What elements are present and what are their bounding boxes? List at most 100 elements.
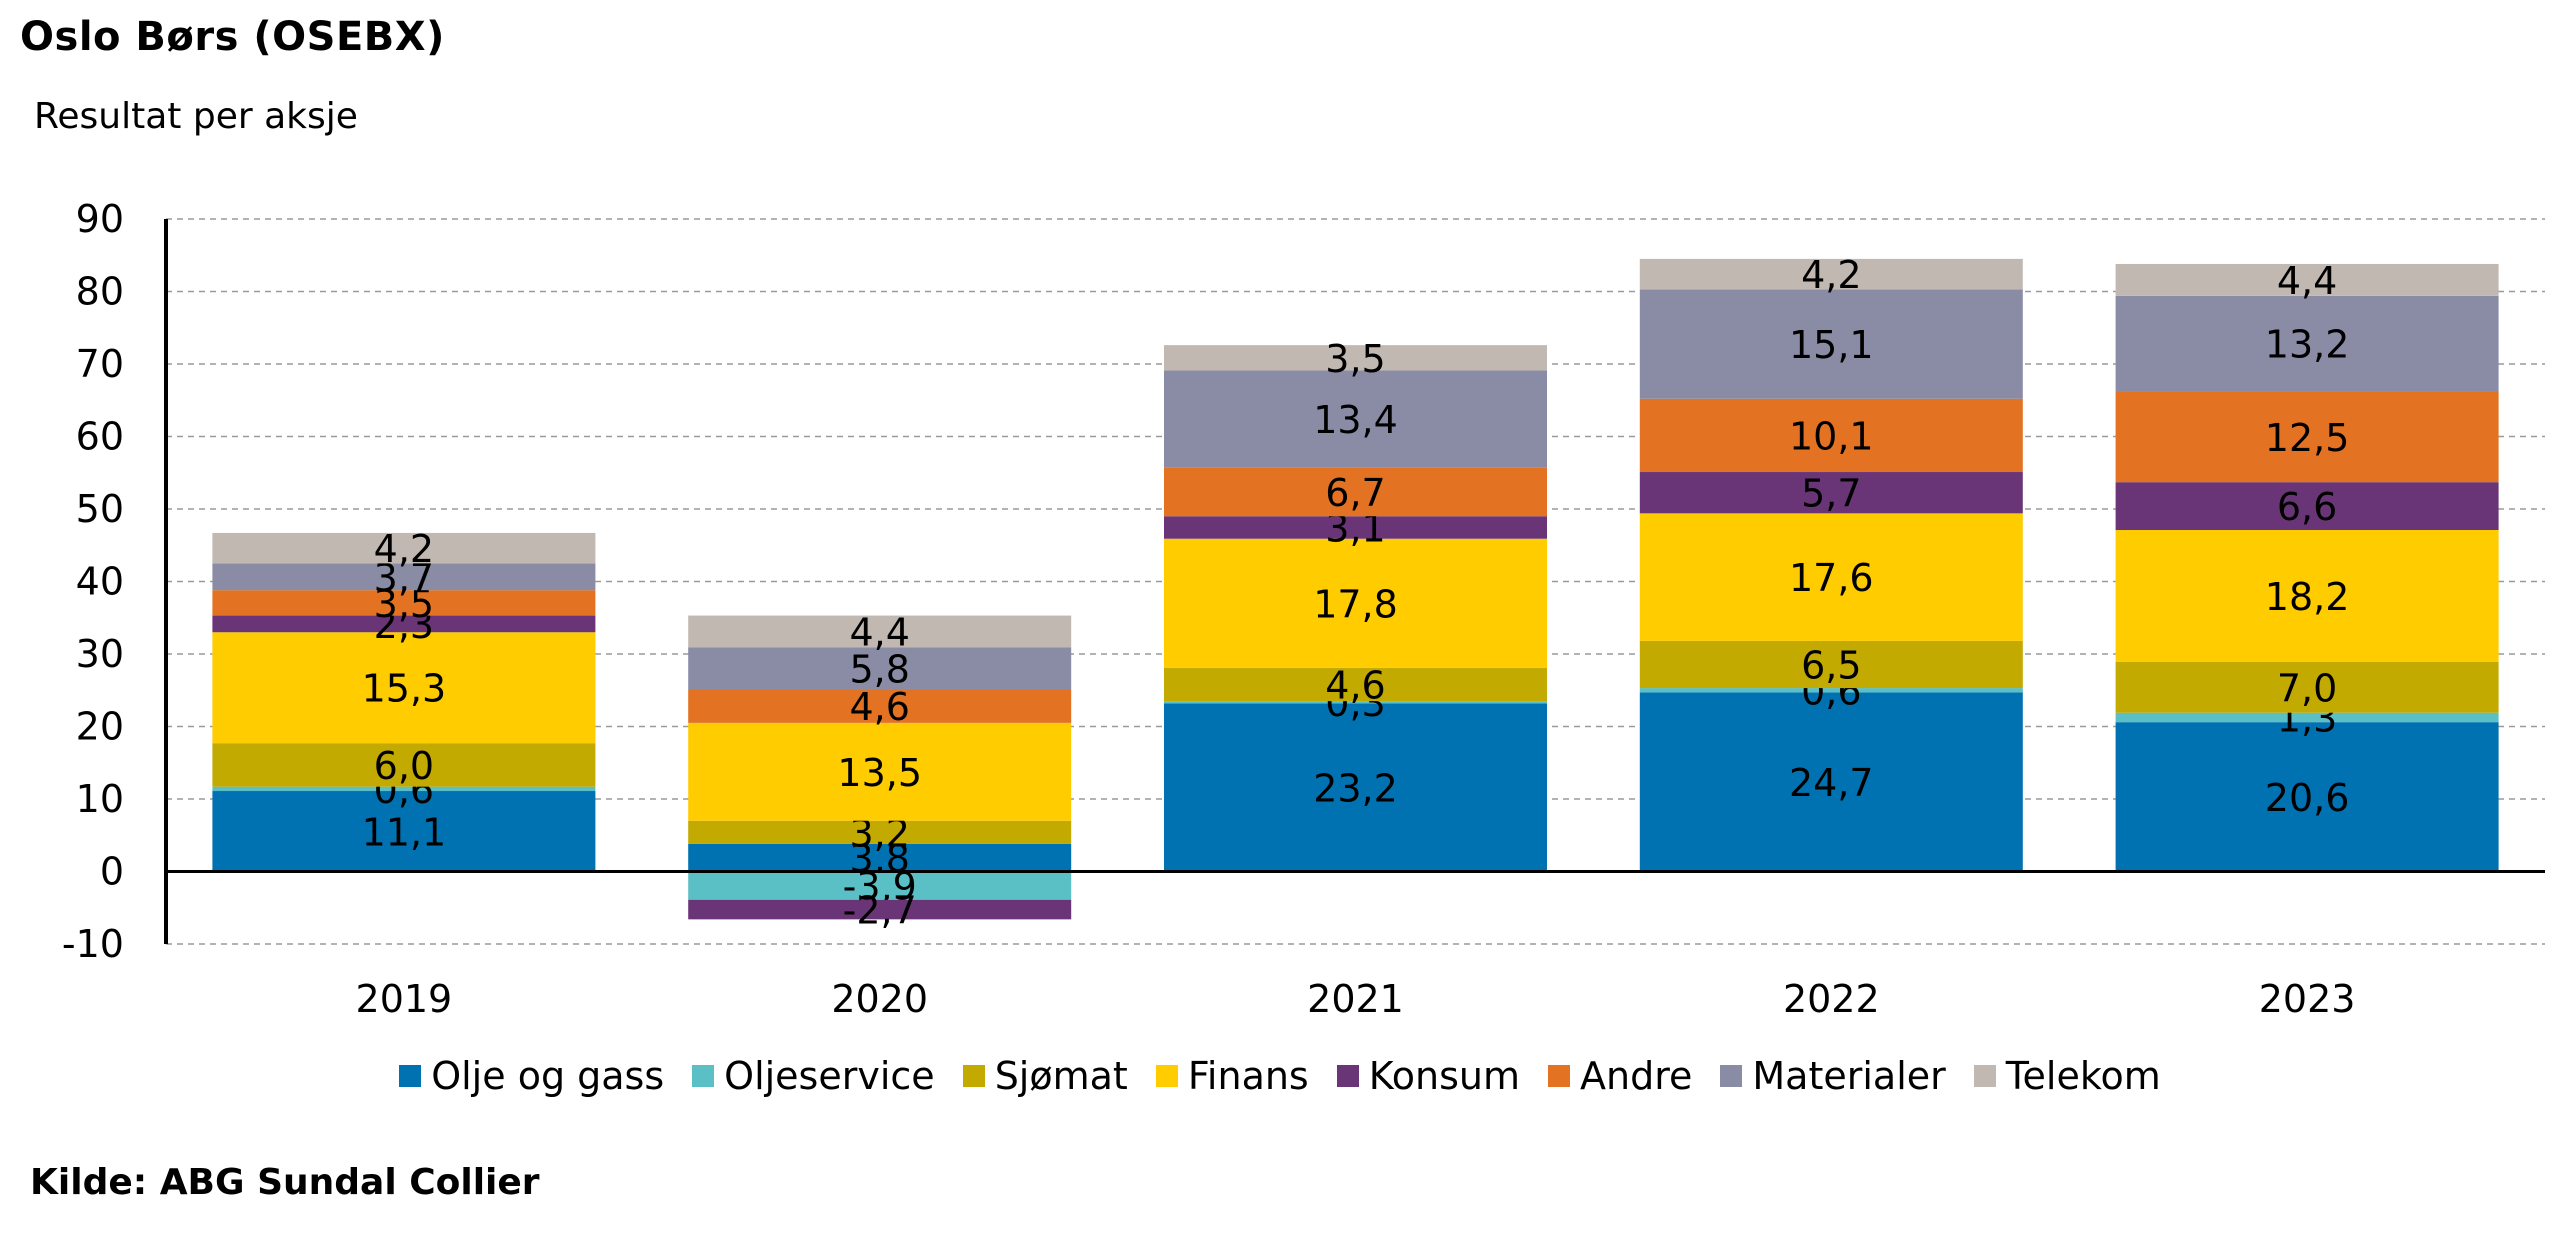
bar-segment: [1639, 513, 2023, 641]
data-label: 20,6: [2265, 776, 2350, 820]
bar-segment: [2115, 661, 2499, 713]
data-label: 23,2: [1313, 766, 1398, 810]
data-label: 13,5: [837, 751, 922, 795]
data-label: 4,2: [374, 527, 434, 571]
bar-segment: [212, 791, 596, 872]
bar-segment: [1164, 370, 1547, 468]
y-tick-label: 0: [100, 850, 124, 894]
bar-segment: [1639, 289, 2023, 399]
data-label: 3,5: [1325, 337, 1385, 381]
legend-item: Sjømat: [962, 1054, 1128, 1098]
data-label: 4,4: [2277, 259, 2337, 303]
bar-segment: [1164, 467, 1547, 517]
legend-swatch: [1973, 1065, 1996, 1087]
bar-segment: [688, 899, 1072, 920]
bar-segment: [1639, 472, 2023, 514]
legend-label: Oljeservice: [724, 1054, 935, 1098]
bar-segment: [1164, 701, 1547, 704]
bar-segment: [2115, 712, 2499, 723]
bar-segment: [212, 563, 596, 591]
data-label: -2,7: [843, 889, 917, 933]
chart-legend: Olje og gass Oljeservice Sjømat Finans Konsu…: [0, 1054, 2560, 1098]
bar-segment: [1164, 345, 1547, 371]
x-tick-label: 2021: [1307, 977, 1404, 1021]
bar-segment: [1164, 516, 1547, 539]
y-tick-label: 80: [76, 270, 124, 314]
data-label: 4,4: [849, 611, 909, 655]
data-label: 6,5: [1801, 644, 1861, 688]
legend-swatch: [692, 1065, 715, 1087]
x-tick-label: 2019: [356, 977, 453, 1021]
y-tick-label: 70: [76, 342, 124, 386]
y-tick-label: -10: [62, 922, 124, 966]
bar-segment: [212, 590, 596, 616]
bar-segment: [212, 632, 596, 744]
data-label: 7,0: [2277, 666, 2337, 710]
bar-segment: [2115, 530, 2499, 662]
data-label: 5,8: [849, 648, 909, 692]
y-tick-label: 40: [76, 560, 124, 604]
bar-segment: [1639, 640, 2023, 689]
legend-swatch: [399, 1065, 422, 1087]
y-tick-label: 60: [76, 415, 124, 459]
chart-subtitle: Resultat per aksje: [34, 96, 358, 137]
legend-swatch: [1720, 1065, 1743, 1087]
bar-segment: [1164, 703, 1547, 872]
legend-item: Andre: [1548, 1054, 1692, 1098]
legend-item: Materialer: [1720, 1054, 1946, 1098]
data-label: 10,1: [1789, 414, 1874, 458]
bar-segment: [1639, 258, 2023, 290]
data-label: 17,8: [1313, 582, 1398, 626]
data-label: 6,7: [1325, 471, 1385, 515]
legend-label: Telekom: [2005, 1054, 2161, 1098]
bar-segment: [1639, 692, 2023, 872]
bar-segment: [1164, 667, 1547, 702]
bar-segment: [688, 820, 1072, 844]
bar-segment: [2115, 391, 2499, 483]
bar-segment: [1639, 398, 2023, 473]
x-tick-label: 2023: [2259, 977, 2356, 1021]
legend-label: Andre: [1580, 1054, 1693, 1098]
data-label: 15,1: [1789, 323, 1874, 367]
source-note: Kilde: ABG Sundal Collier: [30, 1162, 540, 1203]
bar-segment: [2115, 295, 2499, 392]
data-label: 11,1: [362, 810, 447, 854]
bar-segment: [688, 647, 1072, 690]
data-label: 15,3: [362, 667, 447, 711]
legend-item: Finans: [1155, 1054, 1309, 1098]
legend-label: Sjømat: [994, 1054, 1128, 1098]
legend-label: Olje og gass: [431, 1054, 665, 1098]
data-label: 4,6: [1325, 663, 1385, 707]
legend-swatch: [1155, 1065, 1178, 1087]
data-label: 12,5: [2265, 416, 2350, 460]
legend-label: Finans: [1187, 1054, 1309, 1098]
data-label: 6,0: [374, 744, 434, 788]
bar-segment: [688, 871, 1072, 900]
bar-segment: [212, 743, 596, 787]
legend-label: Materialer: [1752, 1054, 1946, 1098]
legend-item: Telekom: [1973, 1054, 2161, 1098]
bar-segment: [212, 615, 596, 633]
data-label: 4,2: [1801, 253, 1861, 297]
data-label: 18,2: [2265, 575, 2350, 619]
bar-segment: [212, 532, 596, 564]
bar-segment: [688, 843, 1072, 872]
data-label: 13,4: [1313, 398, 1398, 442]
x-tick-label: 2020: [831, 977, 928, 1021]
bar-segment: [2115, 263, 2499, 296]
x-tick-label: 2022: [1783, 977, 1880, 1021]
legend-item: Konsum: [1336, 1054, 1520, 1098]
y-tick-label: 50: [76, 487, 124, 531]
legend-swatch: [962, 1065, 985, 1087]
stacked-bar-chart: -10010203040506070809011,10,66,015,32,33…: [62, 197, 2545, 1021]
data-label: 13,2: [2265, 323, 2350, 367]
legend-item: Oljeservice: [692, 1054, 935, 1098]
bar-segment: [2115, 722, 2499, 872]
legend-swatch: [1548, 1065, 1570, 1087]
bar-segment: [688, 722, 1072, 821]
chart-title: Oslo Børs (OSEBX): [20, 14, 445, 60]
bar-segment: [688, 689, 1072, 723]
data-label: 5,7: [1801, 472, 1861, 516]
bar-segment: [688, 615, 1072, 648]
data-label: 6,6: [2277, 485, 2337, 529]
